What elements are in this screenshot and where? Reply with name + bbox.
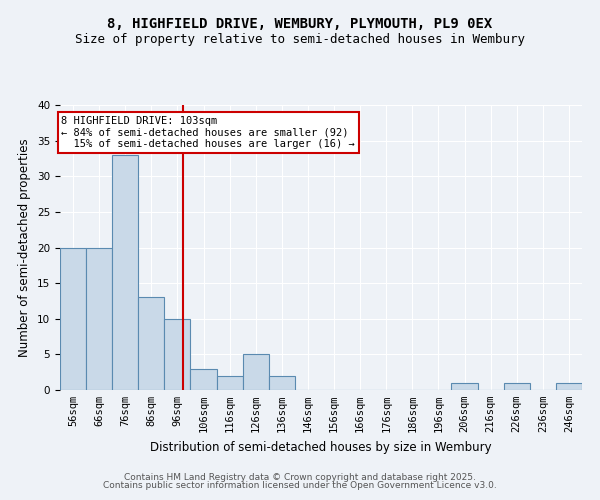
Text: Size of property relative to semi-detached houses in Wembury: Size of property relative to semi-detach…	[75, 32, 525, 46]
Bar	[60, 248, 86, 390]
Bar	[242, 354, 269, 390]
Bar	[504, 383, 530, 390]
Text: Contains public sector information licensed under the Open Government Licence v3: Contains public sector information licen…	[103, 481, 497, 490]
Bar	[269, 376, 295, 390]
Text: 8 HIGHFIELD DRIVE: 103sqm
← 84% of semi-detached houses are smaller (92)
  15% o: 8 HIGHFIELD DRIVE: 103sqm ← 84% of semi-…	[61, 116, 355, 149]
Bar	[138, 298, 164, 390]
Bar	[112, 155, 138, 390]
X-axis label: Distribution of semi-detached houses by size in Wembury: Distribution of semi-detached houses by …	[150, 440, 492, 454]
Bar	[451, 383, 478, 390]
Text: Contains HM Land Registry data © Crown copyright and database right 2025.: Contains HM Land Registry data © Crown c…	[124, 472, 476, 482]
Bar	[86, 248, 112, 390]
Bar	[217, 376, 242, 390]
Bar	[164, 319, 190, 390]
Text: 8, HIGHFIELD DRIVE, WEMBURY, PLYMOUTH, PL9 0EX: 8, HIGHFIELD DRIVE, WEMBURY, PLYMOUTH, P…	[107, 18, 493, 32]
Y-axis label: Number of semi-detached properties: Number of semi-detached properties	[19, 138, 31, 357]
Bar	[556, 383, 582, 390]
Bar	[190, 368, 217, 390]
